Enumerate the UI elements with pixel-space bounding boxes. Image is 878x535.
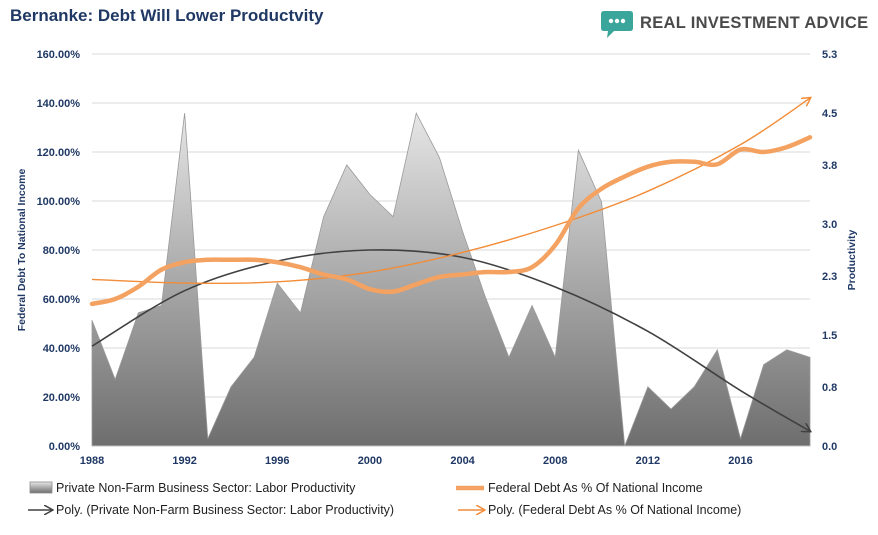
y-left-tick-label: 160.00% xyxy=(37,49,81,61)
x-tick-label: 2004 xyxy=(450,455,475,467)
legend-label-productivity-trend: Poly. (Private Non-Farm Business Sector:… xyxy=(56,503,395,517)
y-right-tick-label: 3.0 xyxy=(822,219,837,231)
x-tick-label: 2016 xyxy=(728,455,752,467)
legend-label-productivity: Private Non-Farm Business Sector: Labor … xyxy=(56,481,356,495)
x-tick-label: 2008 xyxy=(543,455,567,467)
y-right-tick-label: 5.3 xyxy=(822,49,837,61)
legend-label-debt: Federal Debt As % Of National Income xyxy=(488,481,703,495)
productivity-area-fill xyxy=(91,112,811,447)
y-left-tick-label: 120.00% xyxy=(37,147,81,159)
productivity-area xyxy=(91,112,811,447)
y-right-tick-label: 0.0 xyxy=(822,441,837,453)
y-left-tick-label: 0.00% xyxy=(49,441,80,453)
speech-bubble-icon xyxy=(601,11,633,38)
x-tick-label: 1996 xyxy=(265,455,289,467)
y-left-tick-label: 80.00% xyxy=(43,245,81,257)
y-right-tick-label: 2.3 xyxy=(822,271,837,283)
x-tick-label: 1992 xyxy=(172,455,196,467)
y-left-tick-label: 20.00% xyxy=(43,392,81,404)
x-tick-label: 2012 xyxy=(636,455,660,467)
y-right-tick-label: 4.5 xyxy=(822,108,837,120)
legend-label-debt-trend: Poly. (Federal Debt As % Of National Inc… xyxy=(488,503,742,517)
y-left-tick-label: 140.00% xyxy=(37,98,81,110)
y-right-tick-label: 3.8 xyxy=(822,160,837,172)
brand-logo: REAL INVESTMENT ADVICE xyxy=(600,8,870,40)
brand-name: REAL INVESTMENT ADVICE xyxy=(640,14,869,32)
productivity-trend-line xyxy=(91,249,810,431)
y-right-tick-label: 1.5 xyxy=(822,330,837,342)
x-tick-label: 1988 xyxy=(80,455,104,467)
y-left-tick-label: 40.00% xyxy=(43,343,81,355)
legend-marks xyxy=(28,481,484,510)
chart-title: Bernanke: Debt Will Lower Productvity xyxy=(10,6,324,25)
y-left-tick-label: 60.00% xyxy=(43,294,81,306)
axes: 0.00% 20.00% 40.00% 60.00% 80.00% 100.00% 120.… xyxy=(16,49,858,467)
y-left-axis-label: Federal Debt To National Income xyxy=(16,169,28,332)
series-lines xyxy=(89,98,813,431)
debt-line xyxy=(89,135,813,307)
y-right-tick-label: 0.8 xyxy=(822,382,837,394)
x-tick-label: 2000 xyxy=(358,455,382,467)
y-left-tick-label: 100.00% xyxy=(37,196,81,208)
legend-swatch-productivity xyxy=(29,481,53,494)
debt-trend-line xyxy=(91,98,810,285)
y-right-axis-label: Productivity xyxy=(846,230,858,291)
